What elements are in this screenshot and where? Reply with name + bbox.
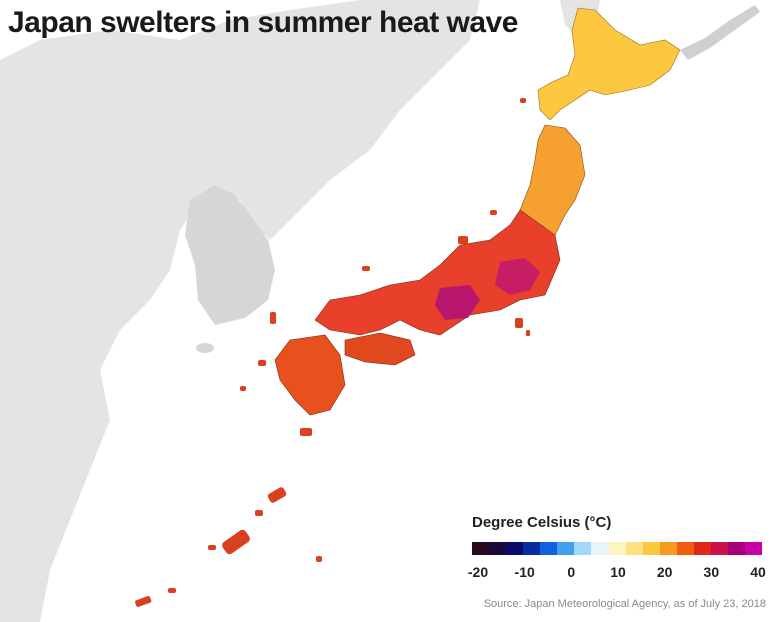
- legend-swatch: [557, 542, 575, 555]
- legend-swatch: [693, 542, 711, 555]
- legend-swatch: [506, 542, 524, 555]
- legend-swatch: [710, 542, 728, 555]
- legend-swatch: [540, 542, 558, 555]
- korean-peninsula: [185, 185, 275, 325]
- color-legend: Degree Celsius (°C) -20 -10 0 10 20 30 40: [467, 514, 770, 584]
- hot-core-kansai: [435, 285, 480, 320]
- legend-swatch: [625, 542, 643, 555]
- hot-core-kanto: [495, 258, 540, 295]
- mainland: [0, 0, 480, 622]
- legend-swatch: [745, 542, 763, 555]
- page-title: Japan swelters in summer heat wave: [8, 6, 518, 39]
- legend-swatch: [727, 542, 745, 555]
- legend-swatch: [676, 542, 694, 555]
- jeju-island: [196, 343, 214, 353]
- shikoku: [344, 332, 416, 366]
- honshu-central: [314, 209, 561, 336]
- legend-tick-label: -10: [514, 564, 535, 580]
- legend-swatch: [523, 542, 541, 555]
- kyushu: [274, 334, 346, 416]
- legend-swatch: [574, 542, 592, 555]
- legend-tick-label: 20: [656, 564, 673, 580]
- legend-title: Degree Celsius (°C): [472, 514, 612, 531]
- legend-tick-label: 40: [750, 564, 766, 580]
- legend-swatch: [489, 542, 507, 555]
- legend-tick-label: 10: [610, 564, 626, 580]
- legend-tick-label: 30: [703, 564, 720, 580]
- hokkaido: [537, 7, 681, 121]
- kuril-islands: [680, 5, 760, 60]
- ryukyu-islands: [135, 98, 530, 607]
- legend-tick-label: -20: [467, 564, 489, 580]
- legend-swatch: [591, 542, 609, 555]
- legend-swatch: [608, 542, 626, 555]
- legend-swatch: [642, 542, 660, 555]
- source-note: Source: Japan Meteorological Agency, as …: [483, 598, 766, 610]
- legend-swatch: [472, 542, 490, 555]
- legend-tick-label: 0: [567, 564, 576, 580]
- legend-color-bar: [472, 542, 763, 555]
- legend-swatch: [659, 542, 677, 555]
